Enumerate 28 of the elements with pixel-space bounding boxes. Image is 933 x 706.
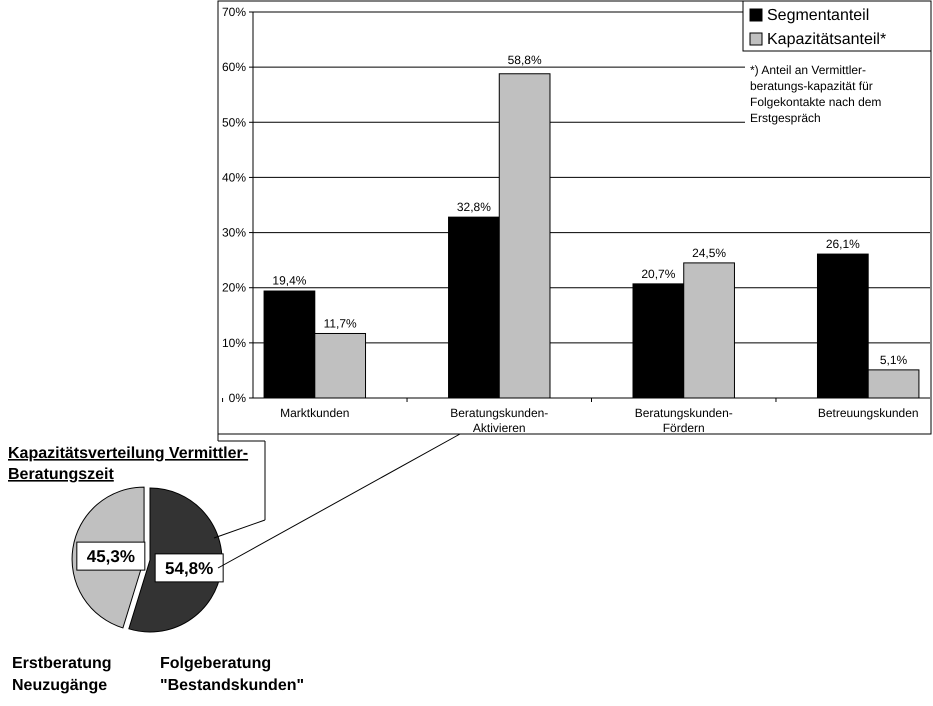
slice-label: Folgeberatung "Bestandskunden" xyxy=(160,655,304,694)
x-tick-label: Beratungskunden-Fördern xyxy=(634,406,733,435)
data-label: 5,1% xyxy=(880,352,908,367)
y-tick-label: 70% xyxy=(222,5,246,19)
data-label: 19,4% xyxy=(272,274,307,288)
y-tick-label: 0% xyxy=(228,391,246,405)
slice-label: Erstberatung Neuzugänge xyxy=(12,655,112,694)
y-tick-label: 30% xyxy=(222,226,246,240)
annotation: *) Anteil an Vermittler-beratungs-kapazität für Folgekontakte nach dem Erstgespräch xyxy=(750,63,882,125)
chart-title: Kapazitätsverteilung Vermittler-Beratungszeit xyxy=(8,445,248,483)
y-tick-label: 20% xyxy=(222,280,246,295)
y-tick-label: 40% xyxy=(222,170,246,184)
data-label: 54,8% xyxy=(165,558,214,578)
data-label: 24,5% xyxy=(692,246,726,260)
data-label: 26,1% xyxy=(826,237,860,252)
data-label: 58,8% xyxy=(508,53,542,68)
x-tick-label: Betreuungskunden xyxy=(818,406,919,420)
legend-label: Kapazitätsanteil* xyxy=(767,31,886,48)
data-label: 11,7% xyxy=(324,316,358,330)
x-tick-label: Marktkunden xyxy=(280,406,350,420)
x-tick-label: Beratungskunden-Aktivieren xyxy=(450,406,548,435)
legend-label: Segmentanteil xyxy=(767,7,870,24)
y-tick-label: 10% xyxy=(222,336,246,350)
y-tick-label: 60% xyxy=(222,60,246,74)
data-label: 45,3% xyxy=(86,547,135,566)
data-label: 32,8% xyxy=(456,200,492,214)
y-tick-label: 50% xyxy=(222,115,246,130)
data-label: 20,7% xyxy=(641,266,676,281)
